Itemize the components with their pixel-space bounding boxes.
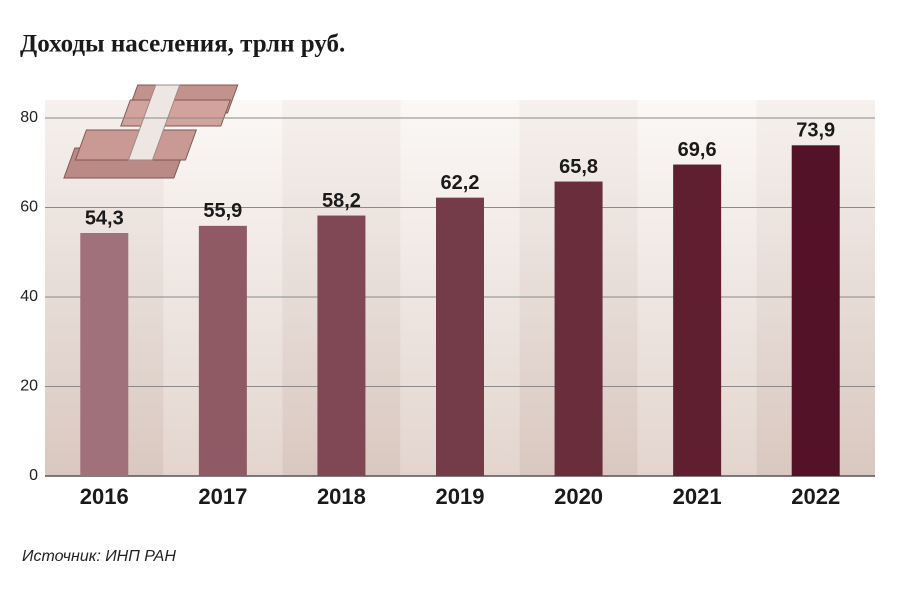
x-tick-label: 2019 [436, 484, 485, 509]
money-icon [63, 84, 239, 179]
bar [317, 215, 366, 476]
x-tick-label: 2018 [317, 484, 366, 509]
bar [436, 197, 484, 476]
x-tick-label: 2022 [791, 484, 840, 509]
value-label: 65,8 [559, 156, 598, 178]
source: Источник: ИНП РАН [22, 548, 176, 565]
bar [80, 233, 129, 476]
x-tick-label: 2017 [198, 484, 247, 509]
value-label: 54,3 [85, 207, 124, 229]
bar [791, 145, 840, 477]
bar [554, 181, 603, 477]
value-label: 69,6 [678, 139, 717, 161]
y-tick-label: 20 [20, 378, 38, 395]
chart-title: Доходы населения, трлн руб. [20, 31, 345, 58]
value-label: 73,9 [796, 120, 835, 142]
value-label: 55,9 [203, 200, 242, 222]
bar [673, 164, 722, 477]
bar [198, 225, 247, 476]
x-tick-label: 2016 [80, 484, 129, 509]
y-tick-label: 60 [20, 199, 38, 216]
x-tick-label: 2020 [554, 484, 603, 509]
x-tick-label: 2021 [673, 484, 722, 509]
y-tick-label: 0 [29, 467, 38, 484]
y-tick-label: 40 [20, 288, 38, 305]
value-label: 58,2 [322, 190, 361, 212]
value-label: 62,2 [441, 172, 480, 194]
y-tick-label: 80 [20, 109, 38, 126]
